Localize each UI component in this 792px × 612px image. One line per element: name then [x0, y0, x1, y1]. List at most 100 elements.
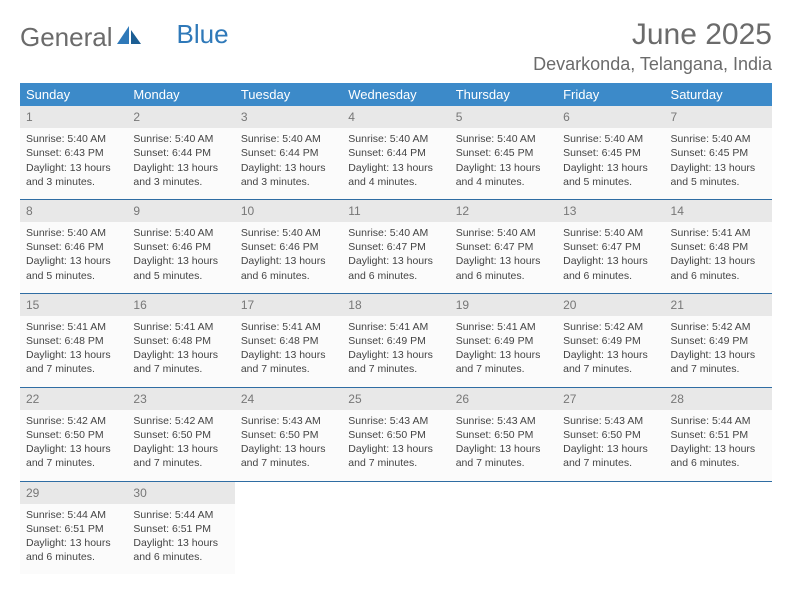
- weekday-header: Monday: [127, 83, 234, 106]
- day-number: 21: [665, 294, 772, 316]
- day-number: 5: [450, 106, 557, 128]
- empty-cell: [450, 504, 557, 575]
- empty-cell: [665, 504, 772, 575]
- day-cell: Sunrise: 5:40 AMSunset: 6:45 PMDaylight:…: [665, 128, 772, 199]
- day-d1: Daylight: 13 hours: [241, 161, 336, 175]
- day-number: 23: [127, 388, 234, 410]
- day-d1: Daylight: 13 hours: [563, 442, 658, 456]
- weekday-header-row: Sunday Monday Tuesday Wednesday Thursday…: [20, 83, 772, 106]
- day-sr: Sunrise: 5:44 AM: [671, 414, 766, 428]
- day-sr: Sunrise: 5:41 AM: [241, 320, 336, 334]
- day-d2: and 7 minutes.: [348, 362, 443, 376]
- day-cell: Sunrise: 5:42 AMSunset: 6:49 PMDaylight:…: [665, 316, 772, 387]
- day-d2: and 4 minutes.: [348, 175, 443, 189]
- day-number: 12: [450, 200, 557, 222]
- day-sr: Sunrise: 5:40 AM: [241, 132, 336, 146]
- logo: General Blue: [20, 18, 229, 53]
- day-ss: Sunset: 6:51 PM: [133, 522, 228, 536]
- day-sr: Sunrise: 5:41 AM: [26, 320, 121, 334]
- day-number: 10: [235, 200, 342, 222]
- day-d2: and 7 minutes.: [241, 456, 336, 470]
- day-ss: Sunset: 6:47 PM: [348, 240, 443, 254]
- day-detail-row: Sunrise: 5:42 AMSunset: 6:50 PMDaylight:…: [20, 410, 772, 481]
- day-number: 16: [127, 294, 234, 316]
- day-d2: and 3 minutes.: [241, 175, 336, 189]
- empty-cell: [235, 482, 342, 504]
- day-number: 4: [342, 106, 449, 128]
- day-ss: Sunset: 6:45 PM: [671, 146, 766, 160]
- day-sr: Sunrise: 5:43 AM: [563, 414, 658, 428]
- day-sr: Sunrise: 5:42 AM: [563, 320, 658, 334]
- day-d2: and 7 minutes.: [26, 362, 121, 376]
- day-cell: Sunrise: 5:41 AMSunset: 6:48 PMDaylight:…: [127, 316, 234, 387]
- day-d1: Daylight: 13 hours: [241, 442, 336, 456]
- logo-sail-icon: [113, 22, 143, 53]
- day-d2: and 6 minutes.: [456, 269, 551, 283]
- day-d1: Daylight: 13 hours: [456, 442, 551, 456]
- day-d2: and 3 minutes.: [26, 175, 121, 189]
- day-d1: Daylight: 13 hours: [241, 254, 336, 268]
- day-d1: Daylight: 13 hours: [671, 254, 766, 268]
- logo-word-general: General: [20, 22, 113, 53]
- day-ss: Sunset: 6:48 PM: [26, 334, 121, 348]
- day-number: 8: [20, 200, 127, 222]
- day-ss: Sunset: 6:46 PM: [241, 240, 336, 254]
- day-number: 24: [235, 388, 342, 410]
- day-cell: Sunrise: 5:44 AMSunset: 6:51 PMDaylight:…: [665, 410, 772, 481]
- day-cell: Sunrise: 5:42 AMSunset: 6:50 PMDaylight:…: [20, 410, 127, 481]
- day-d2: and 5 minutes.: [133, 269, 228, 283]
- day-detail-row: Sunrise: 5:40 AMSunset: 6:46 PMDaylight:…: [20, 222, 772, 293]
- day-number-row: 2930: [20, 482, 772, 504]
- day-cell: Sunrise: 5:43 AMSunset: 6:50 PMDaylight:…: [342, 410, 449, 481]
- empty-cell: [235, 504, 342, 575]
- day-ss: Sunset: 6:51 PM: [671, 428, 766, 442]
- day-d1: Daylight: 13 hours: [26, 161, 121, 175]
- day-cell: Sunrise: 5:40 AMSunset: 6:46 PMDaylight:…: [235, 222, 342, 293]
- day-number-row: 1234567: [20, 106, 772, 128]
- day-detail-row: Sunrise: 5:41 AMSunset: 6:48 PMDaylight:…: [20, 316, 772, 387]
- day-number: 14: [665, 200, 772, 222]
- day-sr: Sunrise: 5:40 AM: [563, 132, 658, 146]
- day-number: 26: [450, 388, 557, 410]
- day-d2: and 7 minutes.: [348, 456, 443, 470]
- day-d2: and 5 minutes.: [563, 175, 658, 189]
- day-d1: Daylight: 13 hours: [456, 161, 551, 175]
- day-number: 11: [342, 200, 449, 222]
- day-d1: Daylight: 13 hours: [133, 348, 228, 362]
- day-number: 1: [20, 106, 127, 128]
- day-ss: Sunset: 6:46 PM: [133, 240, 228, 254]
- day-d2: and 6 minutes.: [133, 550, 228, 564]
- day-ss: Sunset: 6:46 PM: [26, 240, 121, 254]
- day-cell: Sunrise: 5:44 AMSunset: 6:51 PMDaylight:…: [127, 504, 234, 575]
- day-d2: and 6 minutes.: [671, 269, 766, 283]
- day-cell: Sunrise: 5:40 AMSunset: 6:47 PMDaylight:…: [450, 222, 557, 293]
- day-d1: Daylight: 13 hours: [26, 536, 121, 550]
- empty-cell: [450, 482, 557, 504]
- day-d2: and 7 minutes.: [563, 362, 658, 376]
- day-d1: Daylight: 13 hours: [456, 254, 551, 268]
- day-ss: Sunset: 6:49 PM: [456, 334, 551, 348]
- page-title: June 2025: [533, 18, 772, 52]
- day-d1: Daylight: 13 hours: [26, 442, 121, 456]
- day-d2: and 7 minutes.: [563, 456, 658, 470]
- day-sr: Sunrise: 5:40 AM: [241, 226, 336, 240]
- day-ss: Sunset: 6:45 PM: [456, 146, 551, 160]
- day-d2: and 6 minutes.: [563, 269, 658, 283]
- day-cell: Sunrise: 5:42 AMSunset: 6:49 PMDaylight:…: [557, 316, 664, 387]
- weekday-header: Wednesday: [342, 83, 449, 106]
- day-number: 15: [20, 294, 127, 316]
- day-number: 2: [127, 106, 234, 128]
- day-number-row: 891011121314: [20, 200, 772, 222]
- location-label: Devarkonda, Telangana, India: [533, 54, 772, 75]
- empty-cell: [342, 504, 449, 575]
- day-d2: and 7 minutes.: [133, 456, 228, 470]
- day-ss: Sunset: 6:50 PM: [241, 428, 336, 442]
- day-d1: Daylight: 13 hours: [133, 536, 228, 550]
- day-sr: Sunrise: 5:40 AM: [133, 132, 228, 146]
- day-ss: Sunset: 6:50 PM: [133, 428, 228, 442]
- day-ss: Sunset: 6:47 PM: [456, 240, 551, 254]
- day-cell: Sunrise: 5:41 AMSunset: 6:48 PMDaylight:…: [665, 222, 772, 293]
- day-cell: Sunrise: 5:40 AMSunset: 6:44 PMDaylight:…: [127, 128, 234, 199]
- day-sr: Sunrise: 5:40 AM: [26, 226, 121, 240]
- day-cell: Sunrise: 5:41 AMSunset: 6:48 PMDaylight:…: [235, 316, 342, 387]
